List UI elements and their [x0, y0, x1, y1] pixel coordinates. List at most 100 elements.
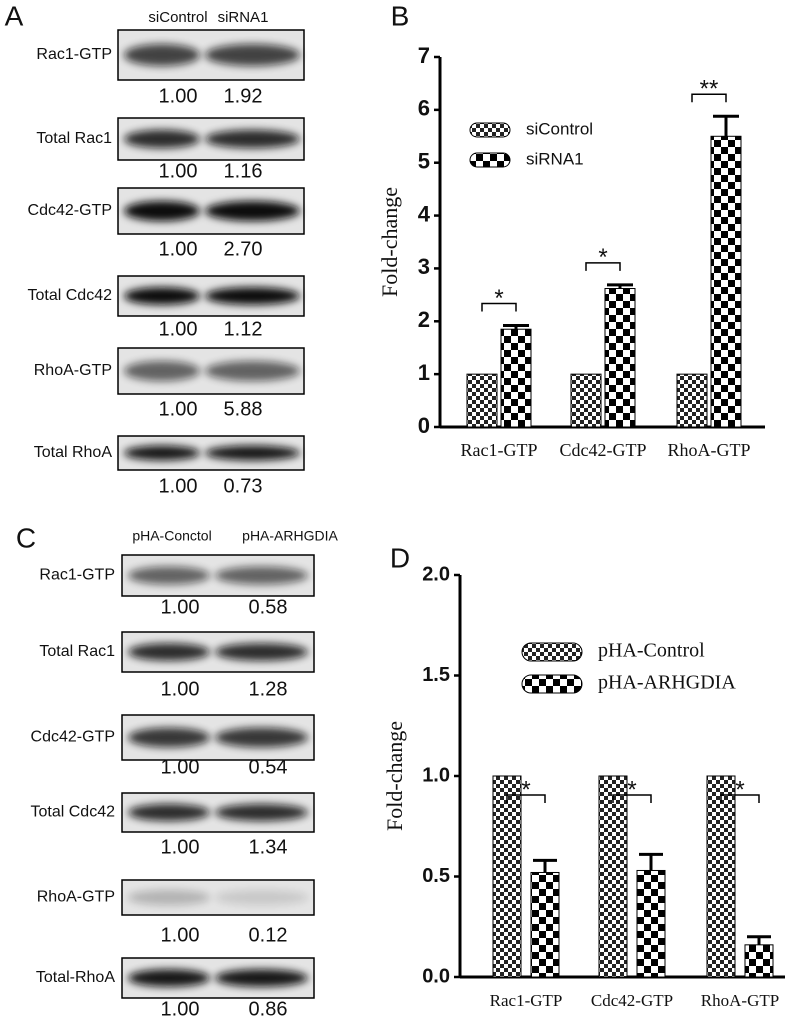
significance-bracket [691, 93, 727, 103]
bar [604, 288, 636, 428]
y-tick-label: 7 [418, 43, 430, 68]
quant-value: 1.00 [159, 85, 198, 107]
x-tick-label: Rac1-GTP [461, 440, 538, 460]
significance-star: * [735, 776, 744, 803]
quant-value: 1.00 [161, 596, 200, 618]
blot-band [205, 287, 300, 305]
quant-value: 1.00 [161, 756, 200, 778]
significance-bracket [720, 794, 760, 803]
lane-header: siRNA1 [218, 9, 269, 26]
panel-label: B [391, 0, 410, 31]
quant-value: 0.12 [249, 924, 288, 946]
significance-star: * [521, 776, 530, 803]
blot-band [128, 969, 210, 987]
blot-band [215, 803, 308, 822]
y-tick-label: 1.0 [422, 764, 450, 786]
significance-star: * [627, 776, 636, 803]
blot-band [124, 44, 200, 66]
y-tick-label: 2.0 [422, 563, 450, 585]
y-tick-label: 0 [418, 413, 430, 438]
quant-value: 1.00 [161, 924, 200, 946]
blot-band [215, 566, 308, 585]
bar [710, 135, 742, 428]
quant-value: 2.70 [224, 238, 263, 260]
legend-swatch [469, 122, 511, 138]
legend-label: siControl [526, 119, 593, 138]
blot-row-label: Total RhoA [34, 444, 113, 461]
blot-band [124, 129, 200, 149]
blot-band [124, 445, 200, 461]
quant-value: 1.92 [224, 85, 263, 107]
legend-label: siRNA1 [526, 149, 584, 168]
quant-value: 1.12 [224, 318, 263, 340]
quant-value: 0.86 [249, 998, 288, 1020]
blot-band [205, 200, 300, 222]
blot-band [128, 727, 210, 748]
lane-header: siControl [148, 9, 207, 26]
quant-value: 1.34 [249, 836, 288, 858]
legend-swatch [469, 152, 511, 168]
blot-row-label: Total Cdc42 [31, 804, 116, 821]
y-tick-label: 1 [418, 360, 430, 385]
significance-bracket [612, 794, 652, 803]
bar [530, 871, 560, 978]
quant-value: 1.00 [159, 160, 198, 182]
bar [744, 944, 774, 978]
blot-band [215, 727, 308, 748]
blot-band [124, 287, 200, 305]
lane-header: pHA-ARHGDIA [242, 528, 338, 544]
x-tick-label: RhoA-GTP [667, 440, 750, 460]
y-tick-label: 0.0 [422, 965, 450, 987]
panel-label: D [390, 542, 410, 573]
quant-value: 1.00 [161, 678, 200, 700]
blot-row-label: Cdc42-GTP [28, 202, 112, 219]
significance-bracket [585, 262, 621, 271]
blot-band [128, 803, 210, 822]
quant-value: 0.54 [249, 756, 288, 778]
blot-row-label: Rac1-GTP [36, 46, 112, 63]
panel-label: C [16, 522, 36, 553]
bar [598, 775, 628, 978]
quant-value: 1.00 [159, 475, 198, 497]
blot-band [124, 200, 200, 222]
bar [636, 869, 666, 978]
y-tick-label: 6 [418, 96, 430, 121]
quant-value: 1.00 [161, 998, 200, 1020]
y-tick-label: 3 [418, 254, 430, 279]
blot-band [205, 44, 300, 66]
blot-band [128, 889, 210, 906]
significance-star: * [598, 244, 607, 271]
blot-row-label: Cdc42-GTP [31, 729, 115, 746]
quant-value: 1.00 [159, 238, 198, 260]
y-tick-label: 0.5 [422, 865, 450, 887]
x-tick-label: Cdc42-GTP [591, 991, 673, 1010]
blot-row-label: RhoA-GTP [34, 362, 112, 379]
blot-band [205, 445, 300, 461]
blot-row-label: Total-RhoA [36, 969, 115, 986]
legend-label: pHA-Control [598, 640, 705, 662]
quant-value: 1.00 [159, 398, 198, 420]
quant-value: 1.16 [224, 160, 263, 182]
quant-value: 5.88 [224, 398, 263, 420]
blot-band [205, 360, 300, 382]
x-tick-label: RhoA-GTP [701, 991, 779, 1010]
bar [500, 328, 532, 428]
panel-label: A [5, 0, 24, 31]
quant-value: 1.00 [161, 836, 200, 858]
y-tick-label: 2 [418, 307, 430, 332]
significance-bracket [481, 302, 517, 312]
blot-band [215, 643, 308, 661]
bar [676, 373, 708, 428]
legend-swatch [521, 674, 583, 694]
quant-value: 0.58 [249, 596, 288, 618]
x-tick-label: Cdc42-GTP [560, 440, 647, 460]
significance-star: * [494, 285, 503, 312]
blot-band [128, 643, 210, 661]
y-axis-title: Fold-change [377, 187, 402, 297]
legend-label: pHA-ARHGDIA [598, 672, 736, 694]
blot-band [215, 969, 308, 987]
blot-row-label: Rac1-GTP [39, 567, 115, 584]
legend-swatch [521, 642, 583, 662]
blot-row-label: RhoA-GTP [37, 889, 115, 906]
